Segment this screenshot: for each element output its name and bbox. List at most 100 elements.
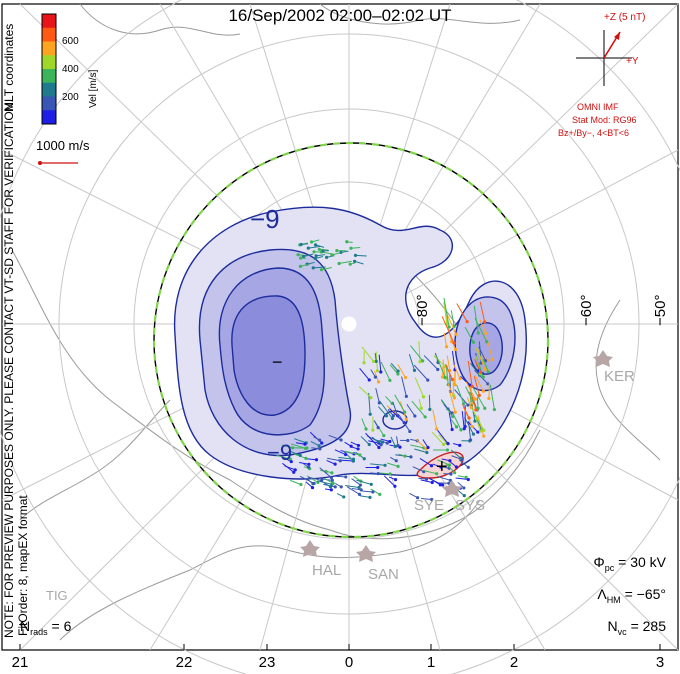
vector-line <box>455 477 469 481</box>
vector-line <box>295 442 305 445</box>
vector-line <box>457 481 465 489</box>
vector-line <box>284 465 296 471</box>
vector-line <box>443 473 451 475</box>
station-markers <box>300 350 613 562</box>
vector-line <box>345 485 360 488</box>
vector-line <box>431 431 445 445</box>
vector-line <box>453 442 460 446</box>
vector-line <box>389 456 397 462</box>
vector-line <box>315 256 324 259</box>
vector-line <box>307 476 322 481</box>
stat-nrads: Nrads = 6 <box>20 618 72 637</box>
vector-line <box>373 420 379 428</box>
vector-line <box>413 364 429 381</box>
vector-line <box>346 241 353 244</box>
vector-line <box>299 475 315 484</box>
potential-min-marker: − <box>272 352 283 372</box>
vector-line <box>443 306 457 335</box>
vector-line <box>361 418 367 430</box>
colorbar-swatch <box>42 14 56 29</box>
lat-label-80: −80° <box>414 294 431 326</box>
mlt-tick-1: 1 <box>426 654 436 671</box>
vector-line <box>437 476 451 481</box>
stat-lambda-hm: ΛHM = −65° <box>597 586 666 605</box>
vector-line <box>474 374 484 392</box>
vector-line <box>443 404 453 414</box>
imf-model: Stat Mod: RG96 <box>572 115 637 125</box>
vector-line <box>422 439 429 448</box>
vector-line <box>351 487 362 491</box>
mlt-tick-2: 2 <box>509 654 519 671</box>
colorbar-swatch <box>42 27 56 42</box>
vector-line <box>422 469 437 475</box>
vector-line <box>473 305 479 334</box>
vector-line <box>324 488 332 491</box>
station-sys: SYS <box>455 497 486 514</box>
vector-line <box>282 462 295 473</box>
vector-line <box>334 449 346 456</box>
vector-line <box>441 316 455 344</box>
vector-line <box>412 466 424 473</box>
scale-vector-label: 1000 m/s <box>36 138 90 153</box>
vector-line <box>344 441 352 447</box>
scale-vector <box>38 161 78 165</box>
vector-line <box>350 441 359 446</box>
stat-phi-pc: Φpc = 30 kV <box>593 554 666 573</box>
vector-line <box>446 355 451 371</box>
vector-line <box>313 266 326 269</box>
vector-line <box>380 361 391 381</box>
vector-line <box>397 413 411 432</box>
vector-line <box>323 482 331 488</box>
pole-marker <box>341 316 357 332</box>
colorbar-swatch <box>42 41 56 56</box>
vector-line <box>375 387 380 404</box>
colorbar-swatch <box>42 110 56 125</box>
colorbar-swatch <box>42 69 56 84</box>
vector-line <box>397 364 406 378</box>
vector-line <box>443 302 448 325</box>
vector-line <box>418 341 421 362</box>
mlt-tick-21: 21 <box>11 654 29 671</box>
lat-label-50: −50° <box>652 294 669 326</box>
vector-line <box>466 397 472 408</box>
vector-line <box>450 418 457 428</box>
vector-line <box>385 396 393 404</box>
vector-line <box>441 458 450 462</box>
vector-line <box>383 475 396 487</box>
potential-max-marker: + <box>436 456 448 478</box>
vector-line <box>369 472 379 475</box>
vector-line <box>423 355 439 370</box>
vector-line <box>458 459 469 468</box>
vector-line <box>437 459 450 466</box>
vector-line <box>464 326 474 343</box>
vector-line <box>387 409 394 417</box>
vector-line <box>396 436 399 446</box>
vector-line <box>472 386 486 409</box>
vector-line <box>293 438 307 444</box>
station-tig: TIG <box>46 588 68 603</box>
vector-line <box>390 436 396 447</box>
vector-line <box>308 245 321 249</box>
vector-line <box>344 450 360 456</box>
vector-origin <box>353 253 358 257</box>
vector-line <box>452 413 462 431</box>
vector-line <box>315 244 325 248</box>
mlt-tick-22: 22 <box>175 654 193 671</box>
vector-line <box>353 475 362 482</box>
vector-line <box>411 400 426 418</box>
vector-line <box>443 332 448 347</box>
colorbar-tick-400: 400 <box>62 64 79 75</box>
vector-line <box>387 462 399 467</box>
vector-line <box>462 404 470 419</box>
vector-line <box>475 347 488 361</box>
vector-line <box>394 394 406 413</box>
vector-origin <box>312 250 316 254</box>
vector-line <box>340 250 349 253</box>
contour-label-neg: −9 <box>250 204 280 234</box>
colorbar-tick-200: 200 <box>62 92 79 103</box>
vector-line <box>374 353 377 362</box>
vector-line <box>380 439 388 444</box>
vector-line <box>361 346 374 362</box>
vector-line <box>303 253 314 257</box>
vector-line <box>477 362 484 378</box>
